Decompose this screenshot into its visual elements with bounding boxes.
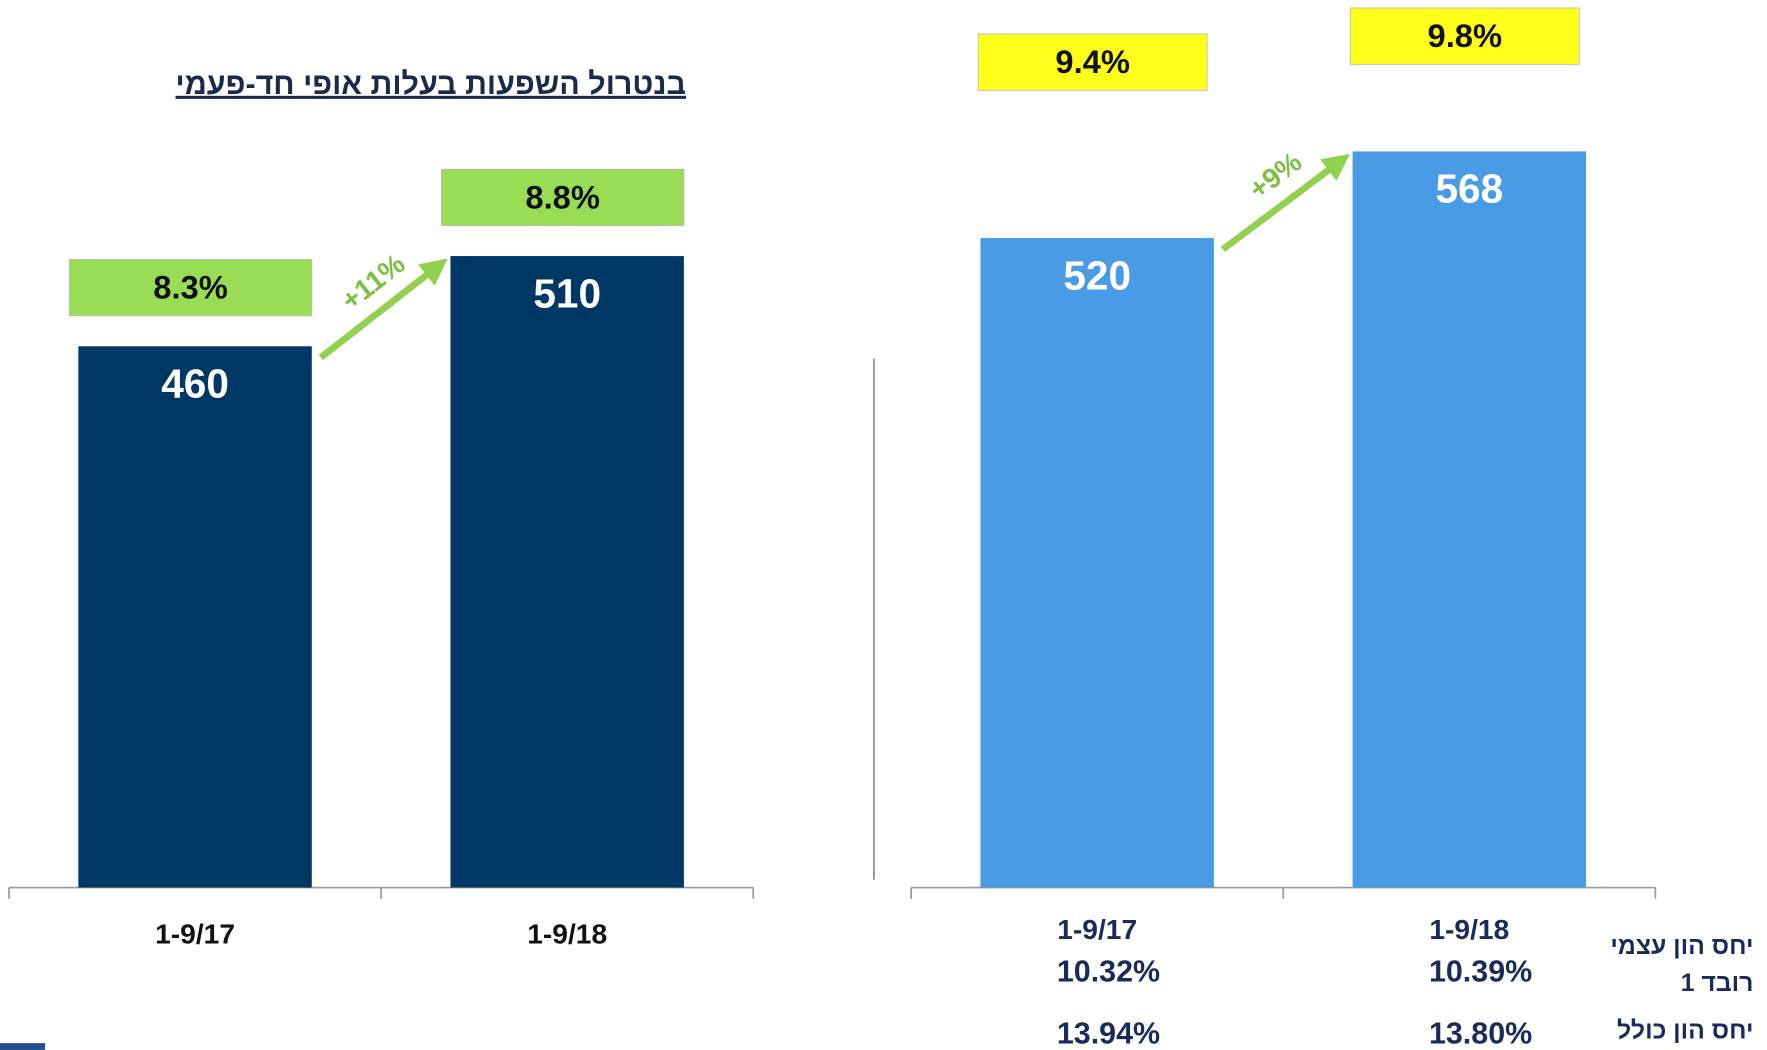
- bar-value-label: 520: [1063, 252, 1131, 298]
- row-label: יחס הון עצמי: [1610, 933, 1753, 960]
- x-tick-label: 1-9/17: [155, 917, 235, 949]
- capital-ratio: 13.80%: [1429, 1016, 1532, 1050]
- x-tick-label: 1-9/18: [1429, 913, 1509, 945]
- growth-label: +11%: [335, 247, 411, 316]
- growth-arrow: [1220, 153, 1350, 252]
- ratio-box: [977, 33, 1208, 91]
- x-tick-label: 1-9/17: [1057, 913, 1137, 945]
- capital-ratio: 10.39%: [1429, 954, 1532, 988]
- bar: [78, 346, 312, 888]
- capital-ratio: 13.94%: [1057, 1016, 1160, 1050]
- ratio-label: 9.8%: [1428, 17, 1503, 54]
- bar-value-label: 460: [161, 361, 229, 407]
- row-label: רובד 1: [1681, 970, 1754, 997]
- ratio-box: [441, 168, 685, 227]
- bar-value-label: 510: [533, 270, 601, 316]
- corner-mark: [0, 1043, 46, 1050]
- ratio-label: 8.3%: [153, 269, 228, 306]
- bar: [1352, 151, 1587, 888]
- bar: [450, 256, 684, 888]
- bar: [980, 238, 1214, 888]
- growth-arrow: [318, 258, 448, 361]
- ratio-label: 8.8%: [525, 178, 600, 215]
- row-label: יחס הון כולל: [1617, 1017, 1753, 1044]
- ratio-label: 9.4%: [1055, 43, 1130, 80]
- chart-title: בנטרול השפעות בעלות אופי חד-פעמי: [176, 67, 686, 101]
- ratio-box: [68, 258, 313, 317]
- x-tick-label: 1-9/18: [527, 917, 607, 949]
- ratio-box: [1349, 7, 1580, 65]
- bar-value-label: 568: [1435, 166, 1503, 212]
- capital-ratio: 10.32%: [1057, 954, 1160, 988]
